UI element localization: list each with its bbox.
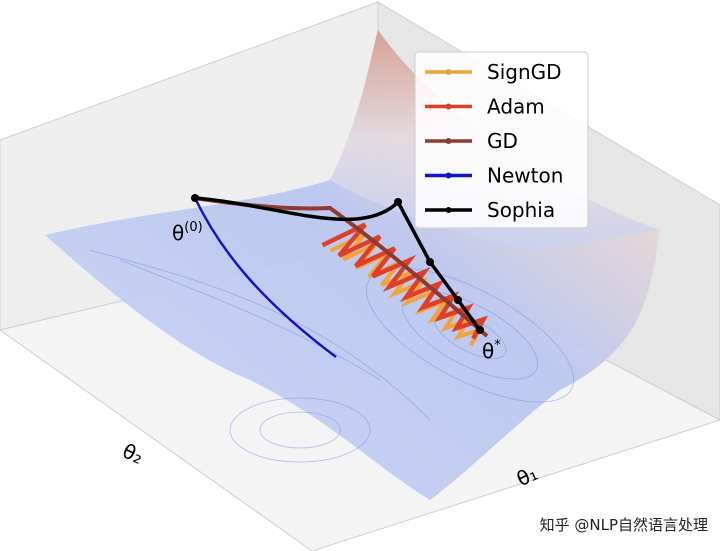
legend-label: Adam bbox=[487, 95, 545, 119]
adam-path bbox=[321, 222, 489, 340]
sophia-point bbox=[476, 326, 484, 334]
legend-label: Sophia bbox=[487, 198, 555, 222]
legend-label: Newton bbox=[487, 164, 563, 188]
newton-path bbox=[193, 197, 337, 358]
sophia-point bbox=[394, 198, 402, 206]
sophia-point bbox=[191, 194, 199, 202]
legend: SignGD Adam GD Newton Sophia bbox=[414, 51, 589, 229]
legend-marker bbox=[445, 172, 452, 179]
legend-marker bbox=[445, 138, 452, 144]
y-axis-label: θ₂ bbox=[119, 439, 148, 469]
optimum-theta: θ bbox=[482, 339, 494, 363]
legend-marker bbox=[445, 69, 452, 75]
sophia-point bbox=[426, 258, 434, 266]
legend-label: GD bbox=[487, 129, 518, 153]
legend-label: SignGD bbox=[487, 60, 562, 84]
sophia-point bbox=[454, 296, 462, 304]
legend-marker bbox=[445, 207, 452, 213]
start-sup: (0) bbox=[184, 220, 202, 235]
optimum-sup: * bbox=[494, 338, 501, 353]
optimum-label: θ* bbox=[482, 338, 501, 363]
start-label: θ(0) bbox=[172, 220, 203, 245]
watermark: 知乎 @NLP自然语言处理 bbox=[540, 516, 708, 534]
legend-marker bbox=[445, 103, 452, 110]
start-theta: θ bbox=[172, 221, 184, 245]
trajectories bbox=[191, 194, 489, 358]
